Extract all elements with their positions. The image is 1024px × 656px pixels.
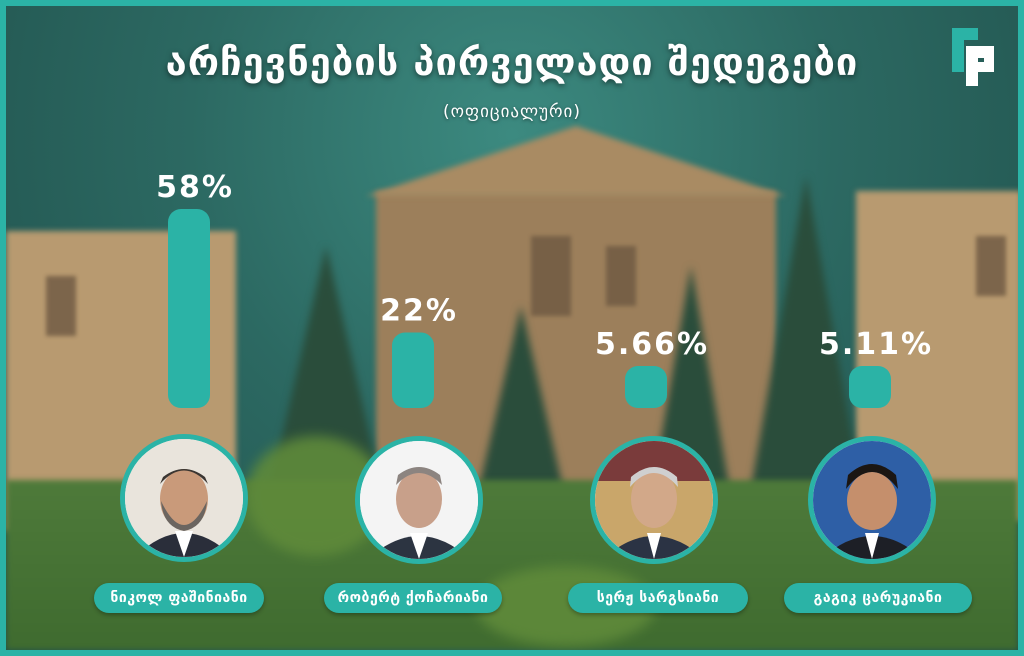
name-label-candidate-4: გაგიკ ცარუკიანი: [784, 583, 972, 613]
bar-value-label-2: 22%: [380, 294, 458, 329]
bar-chart: 58% 22% 5.66% 5.11%: [156, 170, 933, 408]
background-window: [976, 236, 1006, 296]
bar-value-label-1: 58%: [156, 170, 234, 205]
chart-subtitle: (ოფიციალური): [443, 102, 581, 122]
background-window: [531, 236, 571, 316]
background-window: [46, 276, 76, 336]
portrait-candidate-1: [120, 434, 248, 562]
person-avatar-icon: [813, 441, 931, 559]
person-avatar-icon: [360, 441, 478, 559]
chart-title: არჩევნების პირველადი შედეგები: [165, 40, 859, 84]
bar-3: [625, 366, 667, 408]
person-avatar-icon: [595, 441, 713, 559]
name-label-candidate-1: ნიკოლ ფაშინიანი: [94, 583, 264, 613]
portrait-candidate-3: [590, 436, 718, 564]
bar-value-label-3: 5.66%: [595, 327, 709, 362]
bar-4: [849, 366, 891, 408]
name-label-candidate-3: სერჟ სარგსიანი: [568, 583, 748, 613]
bar-value-label-4: 5.11%: [819, 327, 933, 362]
name-label-candidate-2: რობერტ ქოჩარიანი: [324, 583, 502, 613]
portrait-candidate-4: [808, 436, 936, 564]
rp-logo-icon: [952, 28, 994, 86]
portrait-candidate-2: [355, 436, 483, 564]
bar-2: [392, 332, 434, 408]
bar-1: [168, 209, 210, 408]
background-window: [606, 246, 636, 306]
person-avatar-icon: [125, 439, 243, 557]
background-roof-center: [366, 126, 786, 196]
